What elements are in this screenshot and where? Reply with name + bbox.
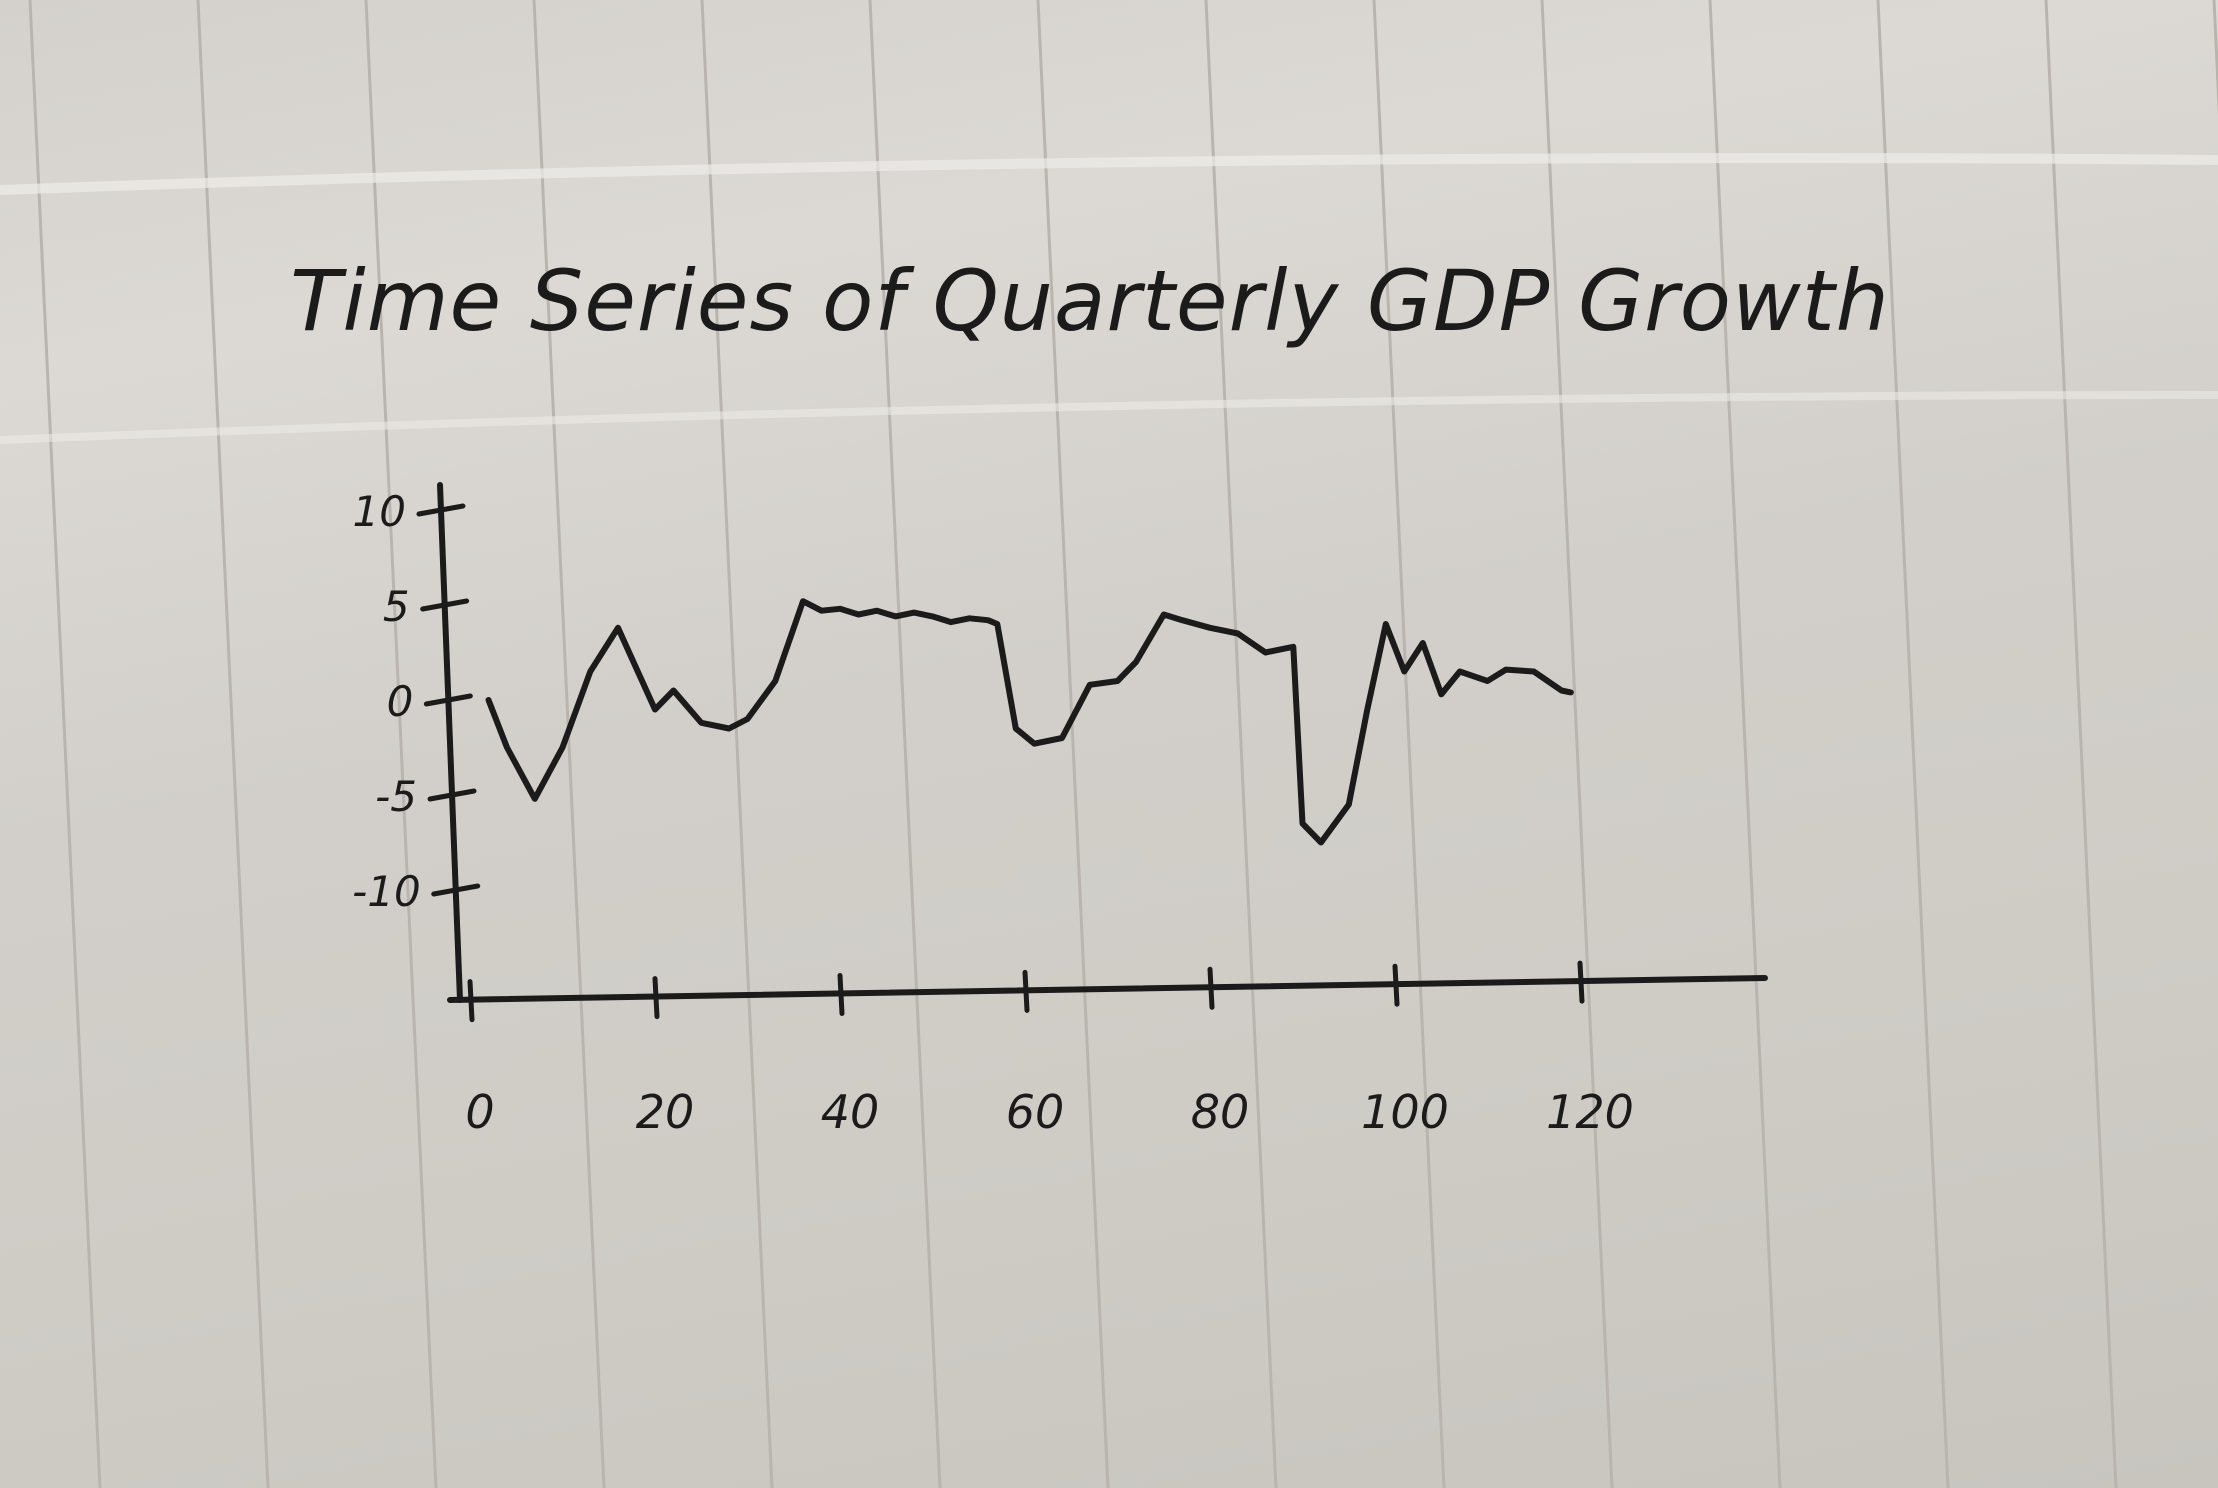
paper-rule-line (28, 0, 102, 1488)
x-tick-label: 20 (636, 1085, 695, 1139)
x-tick-mark (467, 979, 475, 1023)
y-tick-mark (416, 503, 466, 517)
paper-rule-line (1372, 0, 1446, 1488)
x-tick-label: 100 (1361, 1085, 1449, 1139)
chart-axes (437, 482, 1768, 1003)
paper-rule-line (196, 0, 270, 1488)
x-tick-mark (837, 972, 845, 1016)
y-tick-label: -10 (352, 867, 421, 916)
paper-rule-line (1540, 0, 1614, 1488)
x-tick-label: 0 (465, 1085, 494, 1139)
x-tick-label: 40 (821, 1085, 880, 1139)
paper-rule-line (532, 0, 606, 1488)
y-axis-line (437, 482, 463, 1003)
paper-rule-line (1876, 0, 1950, 1488)
paper-fold-highlight (0, 153, 2218, 195)
x-tick-mark (1577, 960, 1585, 1004)
chart-title: Time Series of Quarterly GDP Growth (290, 252, 1890, 350)
x-axis-line (447, 975, 1768, 1003)
gdp-growth-line (485, 598, 1574, 846)
paper-rule-line (868, 0, 942, 1488)
y-tick-label: 10 (353, 487, 406, 536)
y-tick-label: 0 (387, 677, 414, 726)
paper-rule-line (1036, 0, 1110, 1488)
x-tick-label: 80 (1191, 1085, 1250, 1139)
y-tick-label: 5 (383, 582, 410, 631)
x-axis-ticks: 0 20 40 60 80 100 120 (465, 960, 1634, 1139)
paper-rule-line (700, 0, 774, 1488)
y-tick-mark (420, 598, 470, 612)
y-tick-mark (431, 883, 481, 897)
paper-rule-line (1708, 0, 1782, 1488)
y-tick-mark (427, 788, 477, 802)
x-tick-mark (1022, 969, 1030, 1013)
x-tick-mark (1207, 966, 1215, 1010)
paper-fold-highlight (0, 391, 2218, 444)
x-tick-mark (652, 976, 660, 1020)
y-tick-mark (423, 693, 473, 707)
paper-rule-line (364, 0, 438, 1488)
x-tick-label: 120 (1546, 1085, 1634, 1139)
paper-rule-line (2044, 0, 2118, 1488)
y-tick-label: -5 (375, 772, 417, 821)
y-axis-ticks: 10 5 0 -5 -10 (352, 487, 481, 916)
x-tick-label: 60 (1006, 1085, 1065, 1139)
x-tick-mark (1392, 963, 1400, 1007)
paper-rule-line (1204, 0, 1278, 1488)
